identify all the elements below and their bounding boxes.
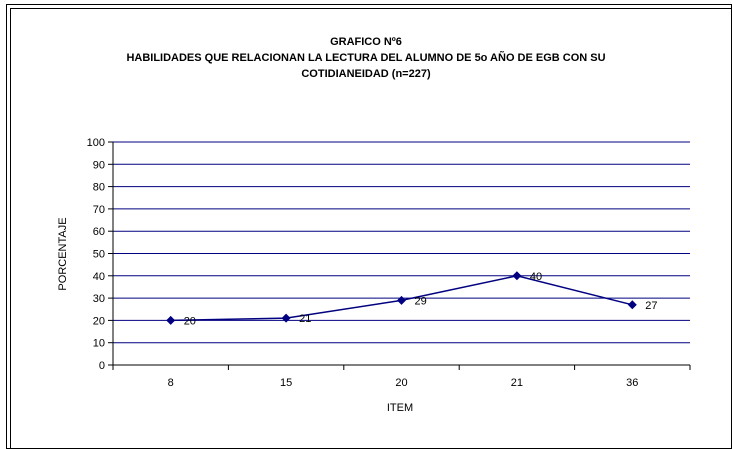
data-point-marker bbox=[281, 313, 291, 323]
data-label: 21 bbox=[299, 313, 311, 325]
x-tick-label: 36 bbox=[626, 377, 638, 389]
data-point-marker bbox=[397, 295, 406, 305]
data-point-marker bbox=[166, 315, 176, 325]
y-tick-label: 0 bbox=[99, 360, 105, 372]
y-tick-label: 60 bbox=[93, 226, 105, 238]
y-tick-label: 70 bbox=[93, 204, 105, 216]
x-tick-label: 20 bbox=[395, 377, 407, 389]
y-tick-label: 20 bbox=[93, 315, 105, 327]
y-tick-label: 100 bbox=[87, 137, 105, 149]
x-tick-label: 15 bbox=[280, 377, 292, 389]
data-point-marker bbox=[512, 271, 522, 281]
chart-subtitle-line-2: COTIDIANEIDAD (n=227) bbox=[301, 68, 431, 80]
data-point-marker bbox=[627, 300, 637, 310]
x-tick-labels: 8 15 20 21 36 bbox=[168, 377, 639, 389]
x-tick-label: 21 bbox=[511, 377, 523, 389]
data-markers bbox=[166, 271, 637, 325]
data-label: 27 bbox=[645, 300, 657, 312]
y-tick-label: 80 bbox=[93, 182, 105, 194]
y-axis-label: PORCENTAJE bbox=[57, 217, 69, 290]
data-label: 20 bbox=[184, 315, 196, 327]
y-tick-label: 50 bbox=[93, 249, 105, 261]
data-label: 40 bbox=[530, 271, 542, 283]
axes bbox=[108, 141, 691, 370]
data-label: 29 bbox=[415, 295, 427, 307]
data-labels: 20 21 29 40 27 bbox=[184, 271, 658, 328]
chart-title: GRAFICO Nº6 bbox=[330, 36, 402, 48]
y-tick-label: 10 bbox=[93, 338, 105, 350]
y-tick-label: 40 bbox=[93, 271, 105, 283]
gridlines bbox=[113, 141, 690, 344]
y-tick-label: 90 bbox=[93, 159, 105, 171]
chart-subtitle-line-1: HABILIDADES QUE RELACIONAN LA LECTURA DE… bbox=[126, 52, 606, 64]
y-tick-label: 30 bbox=[93, 293, 105, 305]
y-tick-labels: 0 10 20 30 40 50 60 70 80 90 100 bbox=[87, 137, 105, 372]
x-tick-label: 8 bbox=[168, 377, 174, 389]
x-axis-label: ITEM bbox=[387, 402, 413, 414]
